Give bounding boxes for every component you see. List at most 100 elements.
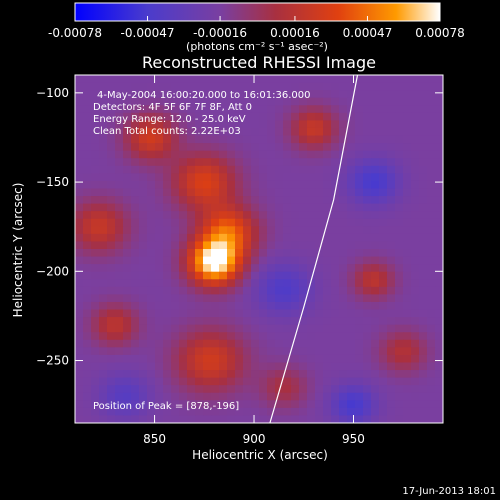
heatmap-cell: [83, 415, 92, 423]
heatmap-cell: [315, 105, 324, 114]
heatmap-cell: [419, 127, 428, 137]
heatmap-cell: [139, 332, 148, 341]
heatmap-cell: [99, 279, 108, 288]
heatmap-cell: [99, 120, 108, 129]
heatmap-cell: [171, 226, 180, 235]
heatmap-cell: [171, 392, 180, 401]
heatmap-cell: [283, 218, 292, 227]
heatmap-cell: [83, 158, 92, 167]
heatmap-cell: [155, 165, 164, 174]
heatmap-cell: [379, 415, 388, 423]
heatmap-cell: [259, 180, 268, 190]
heatmap-cell: [243, 256, 252, 265]
heatmap-cell: [211, 241, 220, 250]
heatmap-cell: [83, 347, 92, 356]
heatmap-cell: [131, 120, 140, 129]
heatmap-cell: [251, 354, 260, 364]
heatmap-cell: [243, 347, 252, 356]
heatmap-cell: [387, 249, 396, 258]
heatmap-cell: [219, 90, 228, 99]
heatmap-cell: [419, 165, 428, 174]
heatmap-cell: [139, 150, 148, 159]
heatmap-cell: [267, 218, 276, 227]
heatmap-cell: [163, 218, 172, 227]
axis-ticks: 850 900 950−100−150−200−250: [36, 75, 443, 446]
heatmap-cell: [307, 339, 316, 348]
heatmap-cell: [331, 180, 340, 190]
heatmap-cell: [227, 233, 236, 243]
heatmap-cell: [219, 165, 228, 174]
heatmap-cell: [171, 317, 180, 326]
heatmap-image: [75, 75, 443, 423]
heatmap-cell: [83, 127, 92, 137]
heatmap-cell: [419, 211, 428, 220]
heatmap-cell: [371, 301, 380, 311]
heatmap-cell: [83, 180, 92, 190]
heatmap-cell: [331, 158, 340, 167]
heatmap-cell: [259, 309, 268, 318]
heatmap-cell: [363, 188, 372, 197]
heatmap-cell: [299, 218, 308, 227]
heatmap-cell: [227, 218, 236, 227]
heatmap-cell: [323, 354, 332, 364]
heatmap-cell: [123, 415, 132, 423]
heatmap-cell: [179, 203, 188, 212]
heatmap-cell: [147, 188, 156, 197]
heatmap-cell: [403, 150, 412, 159]
heatmap-cell: [427, 196, 436, 205]
heatmap-cell: [435, 407, 443, 417]
heatmap-cell: [227, 180, 236, 190]
heatmap-cell: [347, 415, 356, 423]
heatmap-cell: [171, 354, 180, 364]
heatmap-cell: [371, 226, 380, 235]
heatmap-cell: [339, 249, 348, 258]
heatmap-cell: [99, 158, 108, 167]
heatmap-cell: [171, 188, 180, 197]
heatmap-cell: [83, 271, 92, 280]
heatmap-cell: [347, 249, 356, 258]
heatmap-cell: [123, 143, 132, 152]
heatmap-cell: [435, 75, 443, 84]
heatmap-cell: [363, 226, 372, 235]
heatmap-cell: [347, 211, 356, 220]
heatmap-cell: [123, 407, 132, 417]
heatmap-cell: [283, 354, 292, 364]
heatmap-cell: [307, 233, 316, 243]
heatmap-cell: [99, 135, 108, 144]
heatmap-cell: [291, 226, 300, 235]
heatmap-cell: [115, 362, 124, 371]
heatmap-cell: [283, 256, 292, 265]
heatmap-cell: [187, 309, 196, 318]
heatmap-cell: [83, 150, 92, 159]
heatmap-cell: [171, 97, 180, 106]
heatmap-cell: [347, 82, 356, 91]
heatmap-cell: [107, 165, 116, 174]
heatmap-cell: [291, 143, 300, 152]
heatmap-cell: [211, 370, 220, 379]
heatmap-cell: [203, 279, 212, 288]
heatmap-cell: [115, 226, 124, 235]
heatmap-cell: [259, 286, 268, 295]
heatmap-cell: [83, 233, 92, 243]
heatmap-cell: [427, 241, 436, 250]
heatmap-cell: [211, 143, 220, 152]
heatmap-cell: [203, 309, 212, 318]
heatmap-cell: [187, 127, 196, 137]
heatmap-cell: [243, 105, 252, 114]
heatmap-cell: [291, 362, 300, 371]
heatmap-cell: [147, 324, 156, 333]
heatmap-cell: [155, 188, 164, 197]
heatmap-cell: [283, 324, 292, 333]
heatmap-cell: [363, 362, 372, 371]
x-axis-label: Heliocentric X (arcsec): [192, 448, 328, 462]
heatmap-cell: [195, 370, 204, 379]
heatmap-cell: [115, 97, 124, 106]
heatmap-cell: [187, 173, 196, 182]
y-axis-label: Heliocentric Y (arcsec): [11, 183, 25, 318]
heatmap-cell: [411, 362, 420, 371]
heatmap-cell: [243, 407, 252, 417]
heatmap-cell: [307, 392, 316, 401]
heatmap-cell: [75, 165, 84, 174]
heatmap-cell: [171, 112, 180, 121]
heatmap-cell: [123, 249, 132, 258]
